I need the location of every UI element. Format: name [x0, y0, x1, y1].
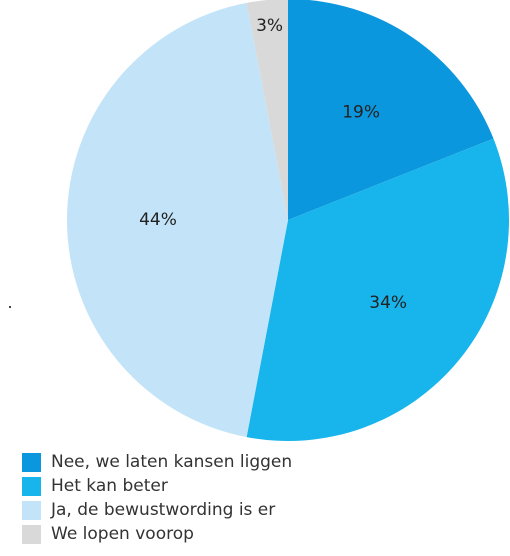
pie-slice-2	[66, 2, 288, 438]
pie-value-label-2: 44%	[139, 210, 177, 230]
legend-swatch	[22, 524, 41, 544]
pie-value-label-0: 19%	[342, 103, 380, 123]
stray-mark	[9, 306, 11, 308]
pie-slices	[66, 0, 510, 442]
pie-slice-3	[246, 0, 288, 220]
legend-swatch	[22, 452, 41, 472]
legend-label: Nee, we laten kansen liggen	[51, 452, 293, 472]
legend-item-nee: Nee, we laten kansen liggen	[22, 450, 292, 474]
pie-value-label-1: 34%	[369, 293, 407, 313]
legend-item-kan-beter: Het kan beter	[22, 474, 292, 498]
legend-label: We lopen voorop	[51, 524, 194, 544]
legend-item-voorop: We lopen voorop	[22, 522, 292, 546]
chart-legend: Nee, we laten kansen liggen Het kan bete…	[22, 450, 292, 546]
legend-swatch	[22, 500, 41, 520]
pie-value-labels: 19% 34% 44% 3%	[139, 16, 407, 313]
pie-slice-1	[246, 138, 510, 442]
legend-label: Het kan beter	[51, 476, 168, 496]
pie-value-label-3: 3%	[256, 16, 283, 36]
legend-item-bewustwording: Ja, de bewustwording is er	[22, 498, 292, 522]
legend-label: Ja, de bewustwording is er	[51, 500, 276, 520]
legend-swatch	[22, 476, 41, 496]
pie-slice-0	[288, 0, 494, 220]
